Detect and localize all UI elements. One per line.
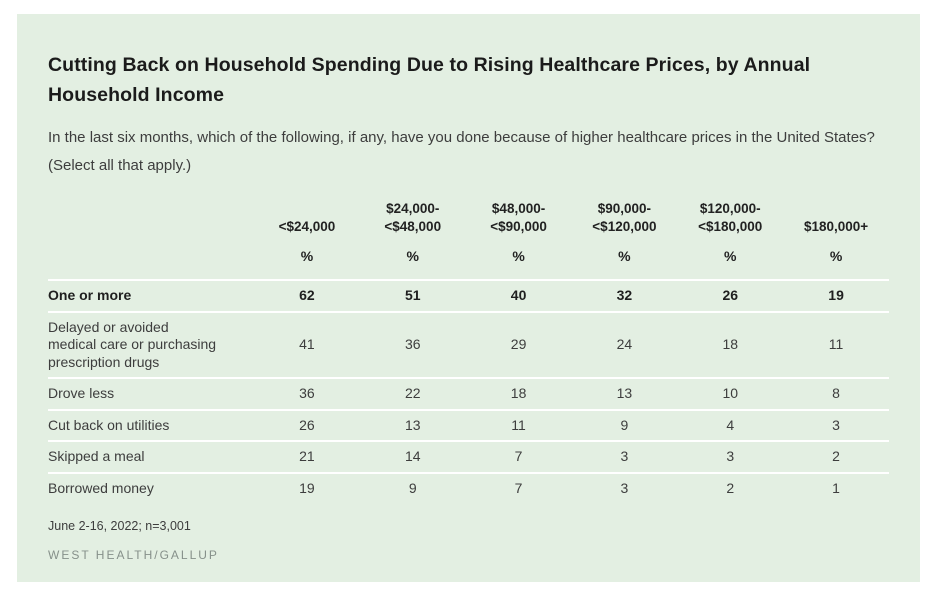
- value-cell: 40: [510, 287, 527, 303]
- value-cell: 3: [832, 416, 840, 433]
- row-label: Cut back on utilities: [48, 416, 170, 433]
- chart-title: Cutting Back on Household Spending Due t…: [48, 54, 811, 106]
- income-table: <$24,000 $24,000- <$48,000 $48,000- <$90…: [48, 200, 889, 503]
- percent-sign: %: [724, 248, 737, 264]
- value-cell: 26: [722, 287, 739, 303]
- value-cell: 13: [404, 416, 421, 433]
- value-cell: 3: [620, 479, 629, 496]
- survey-footnote: June 2-16, 2022; n=3,001: [48, 519, 191, 533]
- value-cell: 11: [828, 336, 844, 352]
- value-cell: 10: [722, 385, 739, 401]
- value-cell: 22: [404, 385, 421, 401]
- value-cell: 36: [404, 336, 421, 352]
- percent-corner-cell: [48, 242, 254, 280]
- table-body: One or more 62 51 40 32 26 19 Delayed or…: [48, 280, 889, 503]
- source-label: WEST HEALTH/GALLUP: [48, 548, 219, 562]
- value-cell: 32: [616, 287, 633, 303]
- table-row-drove-less: Drove less 36 22 18 13 10 8: [48, 378, 889, 410]
- percent-row: % % % % % %: [48, 242, 889, 280]
- percent-sign: %: [618, 248, 631, 264]
- corner-cell: [48, 200, 254, 242]
- value-cell: 14: [404, 448, 421, 464]
- percent-sign: %: [300, 248, 314, 264]
- table-row-skipped-meal: Skipped a meal 21 14 7 3 3 2: [48, 441, 889, 473]
- value-cell: 18: [722, 336, 739, 352]
- row-label: Borrowed money: [48, 479, 154, 496]
- value-cell: 26: [299, 416, 315, 433]
- column-header-48k-90k: $48,000- <$90,000: [490, 201, 547, 234]
- value-cell: 3: [726, 448, 735, 464]
- column-header-120k-180k: $120,000- <$180,000: [698, 201, 763, 234]
- table-row-one-or-more: One or more 62 51 40 32 26 19: [48, 280, 889, 312]
- percent-sign: %: [829, 248, 843, 264]
- value-cell: 7: [514, 479, 523, 496]
- column-header-under-24k: <$24,000: [278, 219, 336, 234]
- value-cell: 9: [408, 479, 417, 496]
- row-label: Drove less: [48, 385, 115, 401]
- chart-panel: Cutting Back on Household Spending Due t…: [17, 14, 920, 582]
- value-cell: 9: [620, 416, 629, 433]
- value-cell: 11: [511, 416, 526, 433]
- chart-subtitle: In the last six months, which of the fol…: [48, 129, 875, 174]
- value-cell: 62: [299, 287, 315, 303]
- table-row-delayed-care: Delayed or avoided medical care or purch…: [48, 311, 889, 379]
- value-cell: 36: [299, 385, 315, 401]
- row-label: Delayed or avoided medical care or purch…: [48, 318, 217, 370]
- value-cell: 24: [616, 336, 633, 352]
- value-cell: 19: [828, 287, 844, 303]
- value-cell: 41: [299, 336, 315, 352]
- value-cell: 19: [299, 479, 315, 496]
- column-header-180k-plus: $180,000+: [803, 219, 869, 234]
- value-cell: 18: [510, 385, 527, 401]
- value-cell: 2: [832, 448, 840, 464]
- percent-sign: %: [406, 248, 419, 264]
- value-cell: 8: [832, 385, 840, 401]
- column-header-90k-120k: $90,000- <$120,000: [592, 201, 657, 234]
- value-cell: 3: [620, 448, 629, 464]
- table-row-cut-back-utilities: Cut back on utilities 26 13 11 9 4 3: [48, 409, 889, 442]
- value-cell: 21: [299, 448, 315, 464]
- row-label: Skipped a meal: [48, 448, 145, 464]
- value-cell: 4: [726, 416, 735, 433]
- value-cell: 13: [616, 385, 633, 401]
- value-cell: 1: [832, 479, 840, 496]
- value-cell: 2: [726, 479, 735, 496]
- column-header-24k-48k: $24,000- <$48,000: [384, 201, 442, 234]
- value-cell: 29: [510, 336, 527, 352]
- percent-sign: %: [512, 248, 525, 264]
- value-cell: 7: [514, 448, 523, 464]
- column-header-row: <$24,000 $24,000- <$48,000 $48,000- <$90…: [48, 200, 889, 242]
- table-header: <$24,000 $24,000- <$48,000 $48,000- <$90…: [48, 200, 889, 280]
- table-row-borrowed-money: Borrowed money 19 9 7 3 2 1: [48, 472, 889, 504]
- row-label: One or more: [48, 287, 132, 303]
- value-cell: 51: [404, 287, 421, 303]
